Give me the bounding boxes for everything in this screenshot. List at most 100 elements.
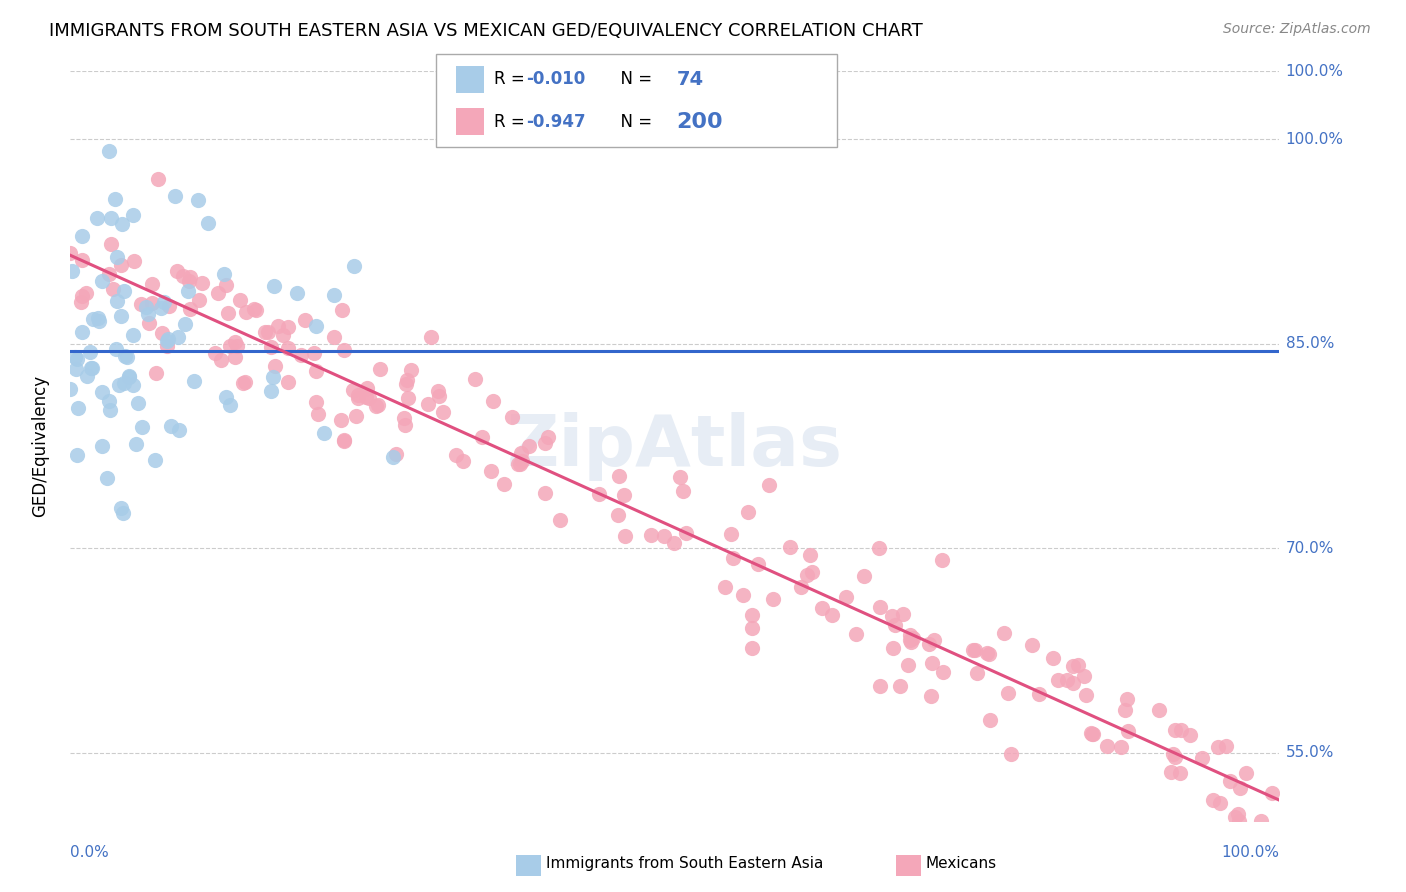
Point <box>224 351 246 365</box>
Point <box>149 301 172 315</box>
Point <box>1163 747 1185 761</box>
Point <box>501 409 523 424</box>
Point <box>187 194 209 208</box>
Point <box>135 301 157 315</box>
Point <box>741 607 763 622</box>
Point <box>86 310 108 325</box>
Point <box>1227 814 1250 828</box>
Text: 74: 74 <box>676 70 703 88</box>
Point <box>1028 687 1050 701</box>
Point <box>277 375 299 389</box>
Point <box>62 264 84 278</box>
Point <box>125 436 148 450</box>
Point <box>640 528 662 542</box>
Point <box>1073 669 1095 683</box>
Point <box>141 277 163 291</box>
Point <box>86 211 108 225</box>
Point <box>179 274 201 288</box>
Point <box>245 303 267 318</box>
Point <box>243 301 266 316</box>
Point <box>382 450 405 464</box>
Point <box>898 628 921 642</box>
Point <box>262 370 284 384</box>
Point <box>1250 814 1272 828</box>
Point <box>399 362 422 376</box>
Point <box>229 293 252 307</box>
Point <box>669 470 692 484</box>
Text: R =: R = <box>494 112 530 130</box>
Point <box>1147 703 1170 717</box>
Point <box>344 409 367 423</box>
Point <box>533 486 555 500</box>
Point <box>260 384 283 399</box>
Point <box>1114 703 1136 717</box>
Point <box>1168 765 1191 780</box>
Point <box>79 360 101 375</box>
Point <box>96 471 118 485</box>
Point <box>801 565 824 579</box>
Point <box>367 398 389 412</box>
Point <box>271 327 294 342</box>
Point <box>226 338 249 352</box>
Point <box>1160 765 1182 780</box>
Point <box>471 430 494 444</box>
Point <box>900 635 922 649</box>
Point <box>1215 739 1237 754</box>
Point <box>343 259 366 273</box>
Point <box>652 529 675 543</box>
Point <box>869 679 891 693</box>
Point <box>537 429 560 443</box>
Point <box>1109 739 1132 754</box>
Point <box>396 392 419 406</box>
Point <box>82 361 104 376</box>
Point <box>215 277 238 292</box>
Point <box>1056 673 1078 688</box>
Point <box>932 665 955 679</box>
Point <box>131 420 153 434</box>
Point <box>219 399 242 413</box>
Point <box>962 642 984 657</box>
Point <box>215 390 238 404</box>
Point <box>197 216 219 230</box>
Point <box>207 285 229 300</box>
Point <box>290 348 312 362</box>
Point <box>63 351 86 365</box>
Point <box>997 686 1019 700</box>
Point <box>214 267 236 281</box>
Point <box>868 541 890 556</box>
Point <box>136 307 159 321</box>
Point <box>333 434 356 448</box>
Point <box>1163 723 1185 737</box>
Point <box>346 388 368 402</box>
Point <box>1178 727 1201 741</box>
Point <box>87 314 110 328</box>
Point <box>97 267 120 281</box>
Point <box>117 351 139 365</box>
Point <box>59 382 82 396</box>
Point <box>112 284 135 298</box>
Point <box>153 295 176 310</box>
Point <box>395 377 418 392</box>
Point <box>150 326 173 341</box>
Point <box>332 433 354 447</box>
Point <box>260 340 283 354</box>
Point <box>1046 673 1069 687</box>
Point <box>232 376 254 390</box>
Point <box>330 303 353 318</box>
Point <box>145 453 167 467</box>
Point <box>141 295 163 310</box>
Point <box>312 425 335 440</box>
Point <box>114 349 136 363</box>
Point <box>217 305 239 319</box>
Point <box>100 211 122 225</box>
Point <box>277 341 299 355</box>
Point <box>901 632 924 646</box>
Text: 85.0%: 85.0% <box>1285 336 1334 351</box>
Point <box>741 621 763 635</box>
Point <box>463 372 485 386</box>
Point <box>145 366 167 380</box>
Point <box>75 286 97 301</box>
Point <box>122 208 145 222</box>
Point <box>69 294 91 309</box>
Point <box>304 364 326 378</box>
